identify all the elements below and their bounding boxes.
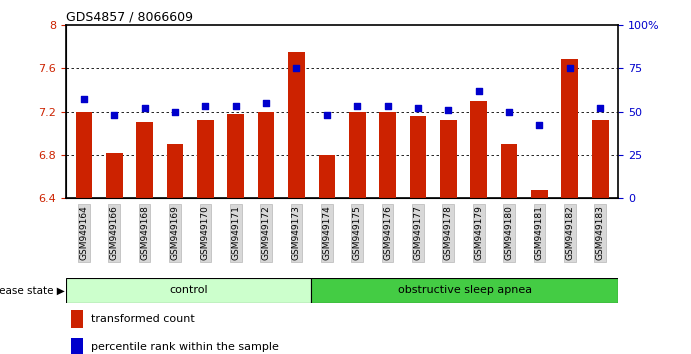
Point [321,112,332,118]
Bar [197,120,214,198]
Text: GSM949179: GSM949179 [474,205,483,261]
Text: control: control [169,285,208,295]
Bar [562,59,578,198]
Bar [288,52,305,198]
Bar [349,112,366,198]
Text: GSM949175: GSM949175 [352,205,361,261]
Text: GSM949180: GSM949180 [504,205,513,261]
Text: GSM949183: GSM949183 [596,205,605,261]
Point [108,112,120,118]
Bar [501,144,518,198]
Text: GSM949173: GSM949173 [292,205,301,261]
Point [413,105,424,111]
Bar [71,338,84,354]
Point [169,109,180,114]
Bar [167,144,183,198]
Text: disease state ▶: disease state ▶ [0,285,64,295]
Bar [410,116,426,198]
Text: GDS4857 / 8066609: GDS4857 / 8066609 [66,11,193,24]
Text: GSM949170: GSM949170 [201,205,210,261]
Point [382,103,393,109]
Bar [106,153,122,198]
Point [261,100,272,105]
Point [139,105,150,111]
Point [534,122,545,128]
Text: GSM949178: GSM949178 [444,205,453,261]
Point [200,103,211,109]
Bar [440,120,457,198]
Point [565,65,576,71]
Text: obstructive sleep apnea: obstructive sleep apnea [398,285,532,295]
Text: GSM949171: GSM949171 [231,205,240,261]
Text: GSM949182: GSM949182 [565,205,574,260]
Text: GSM949168: GSM949168 [140,205,149,261]
Text: GSM949172: GSM949172 [262,205,271,260]
Text: GSM949174: GSM949174 [323,205,332,260]
Point [291,65,302,71]
Point [595,105,606,111]
Bar [75,112,92,198]
Bar [227,114,244,198]
Bar [136,122,153,198]
Point [352,103,363,109]
Bar [66,278,312,303]
Bar [379,112,396,198]
Point [78,97,89,102]
Text: GSM949166: GSM949166 [110,205,119,261]
Point [473,88,484,93]
Point [230,103,241,109]
Bar [71,310,84,328]
Bar [531,190,548,198]
Bar [312,278,618,303]
Text: GSM949181: GSM949181 [535,205,544,261]
Point [443,107,454,113]
Text: GSM949164: GSM949164 [79,205,88,260]
Bar [319,155,335,198]
Text: transformed count: transformed count [91,314,194,324]
Bar [592,120,609,198]
Bar [258,112,274,198]
Text: GSM949177: GSM949177 [413,205,422,261]
Text: percentile rank within the sample: percentile rank within the sample [91,342,278,353]
Point [504,109,515,114]
Bar [471,101,487,198]
Text: GSM949169: GSM949169 [171,205,180,261]
Text: GSM949176: GSM949176 [383,205,392,261]
